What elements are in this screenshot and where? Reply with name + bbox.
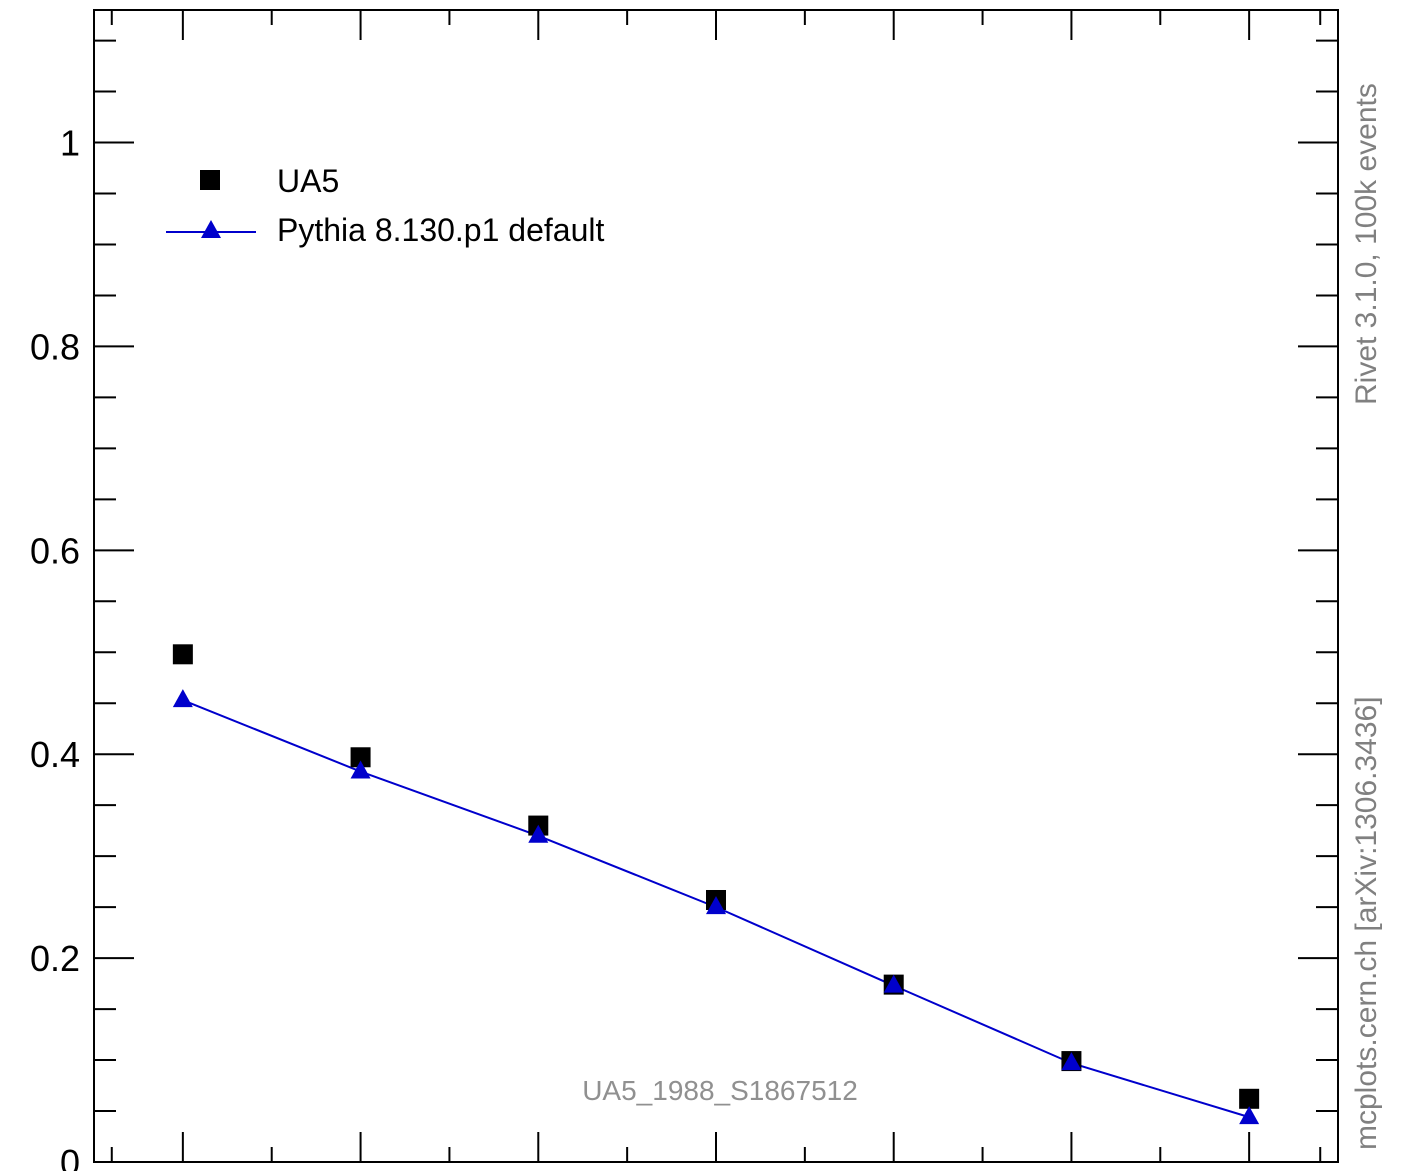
ua5-data-point [350, 747, 371, 768]
analysis-id-label: UA5_1988_S1867512 [582, 1075, 858, 1106]
legend-label-pythia: Pythia 8.130.p1 default [277, 212, 604, 248]
ua5-data-point [172, 644, 193, 665]
ua5-data-point [1239, 1088, 1260, 1109]
side-note-rivet: Rivet 3.1.0, 100k events [1350, 83, 1383, 405]
y-tick-label: 0.8 [30, 326, 80, 367]
pythia-data-point [350, 760, 371, 779]
y-tick-label: 0 [60, 1142, 80, 1171]
y-tick-label: 0.4 [30, 734, 80, 775]
y-tick-labels: 0 0.2 0.4 0.6 0.8 1 [30, 123, 80, 1171]
pythia-data-point [1061, 1052, 1082, 1071]
legend: UA5 Pythia 8.130.p1 default [166, 163, 604, 248]
legend-label-ua5: UA5 [277, 163, 339, 199]
y-tick-label: 1 [60, 123, 80, 164]
pythia-data-point [706, 896, 726, 915]
pythia-data-point [528, 824, 549, 843]
series-points [172, 644, 1260, 1125]
y-tick-label: 0.2 [30, 938, 80, 979]
axis-ticks [94, 10, 1338, 1163]
pythia-data-point [172, 689, 193, 708]
pythia-data-point [1239, 1106, 1260, 1125]
pythia-data-point [883, 974, 904, 993]
side-note-mcplots: mcplots.cern.ch [arXiv:1306.3436] [1350, 696, 1383, 1150]
y-tick-label: 0.6 [30, 530, 80, 571]
legend-marker-triangle [201, 220, 221, 238]
legend-marker-square [200, 170, 220, 190]
